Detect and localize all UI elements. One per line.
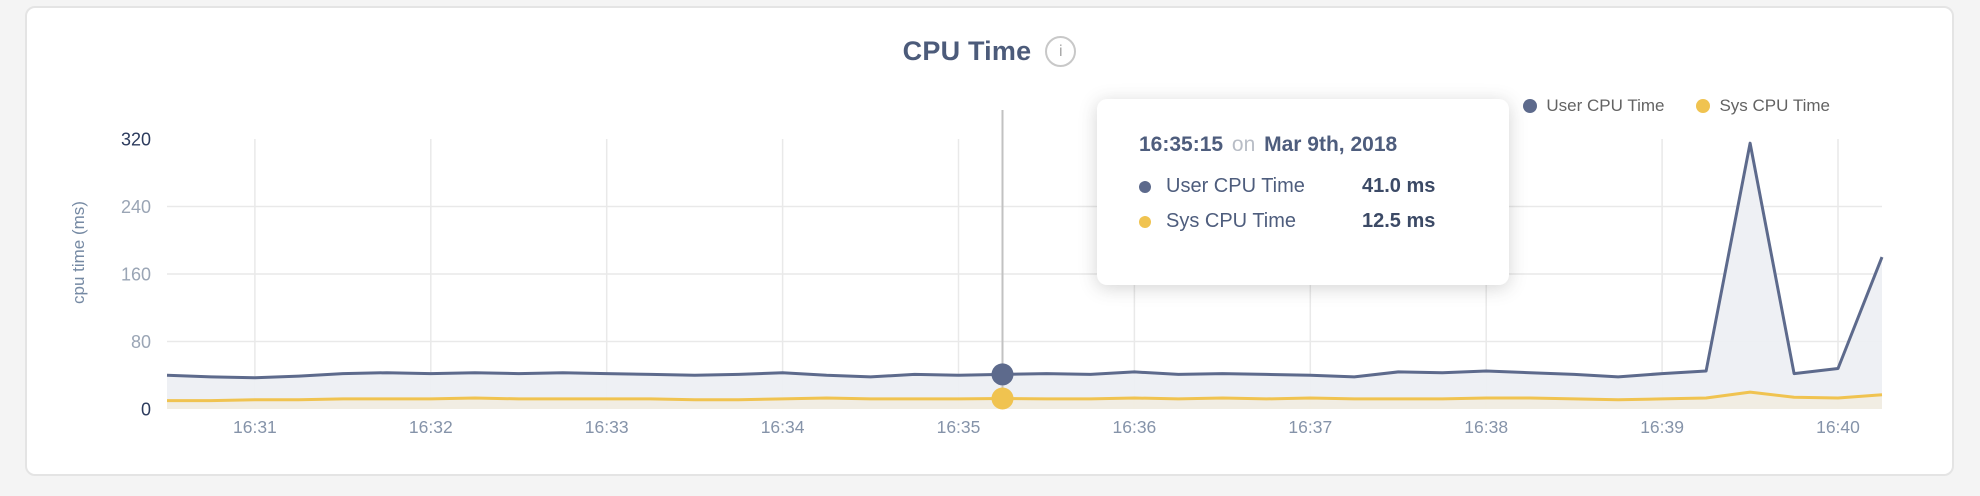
series-line-user-cpu-time [166, 141, 1884, 380]
tooltip-rows: User CPU Time 41.0 ms Sys CPU Time 12.5 ms [1139, 175, 1481, 233]
y-tick-label: 320 [121, 130, 151, 150]
tooltip-series-value: 41.0 ms [1362, 175, 1436, 197]
legend-label: Sys CPU Time [1719, 96, 1830, 115]
tooltip-conjunction: on [1231, 133, 1256, 156]
x-tick-label: 16:39 [1640, 417, 1684, 437]
info-icon[interactable]: i [1045, 36, 1077, 67]
cpu-time-chart-card: CPU Time i User CPU Time Sys CPU Time cpu… [25, 6, 1954, 476]
legend-item-sys-cpu-time[interactable]: Sys CPU Time [1696, 96, 1830, 116]
chart-tooltip: 16:35:15 on Mar 9th, 2018 User CPU Time 4… [1097, 99, 1509, 285]
x-tick-label: 16:33 [585, 417, 629, 437]
tooltip-time: 16:35:15 [1139, 133, 1224, 156]
series-area-sys-cpu-time [167, 392, 1882, 409]
legend-label: User CPU Time [1546, 96, 1665, 115]
y-tick-label: 80 [131, 332, 151, 352]
tooltip-row: User CPU Time 41.0 ms [1139, 175, 1481, 198]
x-tick-label: 16:34 [761, 417, 805, 437]
tooltip-date: Mar 9th, 2018 [1264, 133, 1398, 156]
y-tick-label: 160 [121, 265, 151, 285]
chart-legend: User CPU Time Sys CPU Time [1523, 96, 1830, 116]
hover-marker[interactable] [991, 387, 1014, 410]
series-line-sys-cpu-time [167, 390, 1883, 403]
legend-dot-icon [1696, 99, 1711, 113]
legend-dot-icon [1523, 99, 1538, 113]
legend-item-user-cpu-time[interactable]: User CPU Time [1523, 96, 1664, 116]
y-tick-label: 0 [141, 400, 151, 420]
x-tick-label: 16:38 [1464, 417, 1508, 437]
hover-marker[interactable] [991, 363, 1014, 386]
series-area-user-cpu-time [167, 143, 1882, 409]
info-icon-glyph: i [1059, 42, 1063, 60]
x-tick-label: 16:32 [409, 417, 453, 437]
tooltip-series-label: User CPU Time [1166, 175, 1305, 197]
x-tick-label: 16:37 [1288, 417, 1332, 437]
y-tick-label: 240 [121, 197, 151, 217]
tooltip-series-dot-icon [1139, 180, 1151, 193]
chart-title: CPU Time [902, 36, 1032, 66]
tooltip-series-dot-icon [1139, 215, 1151, 228]
y-axis-title: cpu time (ms) [69, 201, 88, 305]
x-tick-label: 16:31 [233, 417, 277, 437]
x-tick-label: 16:40 [1816, 417, 1860, 437]
chart-header: CPU Time i [27, 36, 1952, 67]
chart-plot-area[interactable]: 16:31 16:32 16:33 16:34 16:35 16:36 16:37 16:38… [121, 110, 1884, 457]
tooltip-row: Sys CPU Time 12.5 ms [1139, 210, 1481, 233]
x-tick-label: 16:35 [937, 417, 981, 437]
tooltip-series-value: 12.5 ms [1362, 210, 1436, 232]
tooltip-series-label: Sys CPU Time [1166, 210, 1297, 232]
x-tick-label: 16:36 [1113, 417, 1157, 437]
tooltip-header: 16:35:15 on Mar 9th, 2018 [1139, 133, 1481, 157]
